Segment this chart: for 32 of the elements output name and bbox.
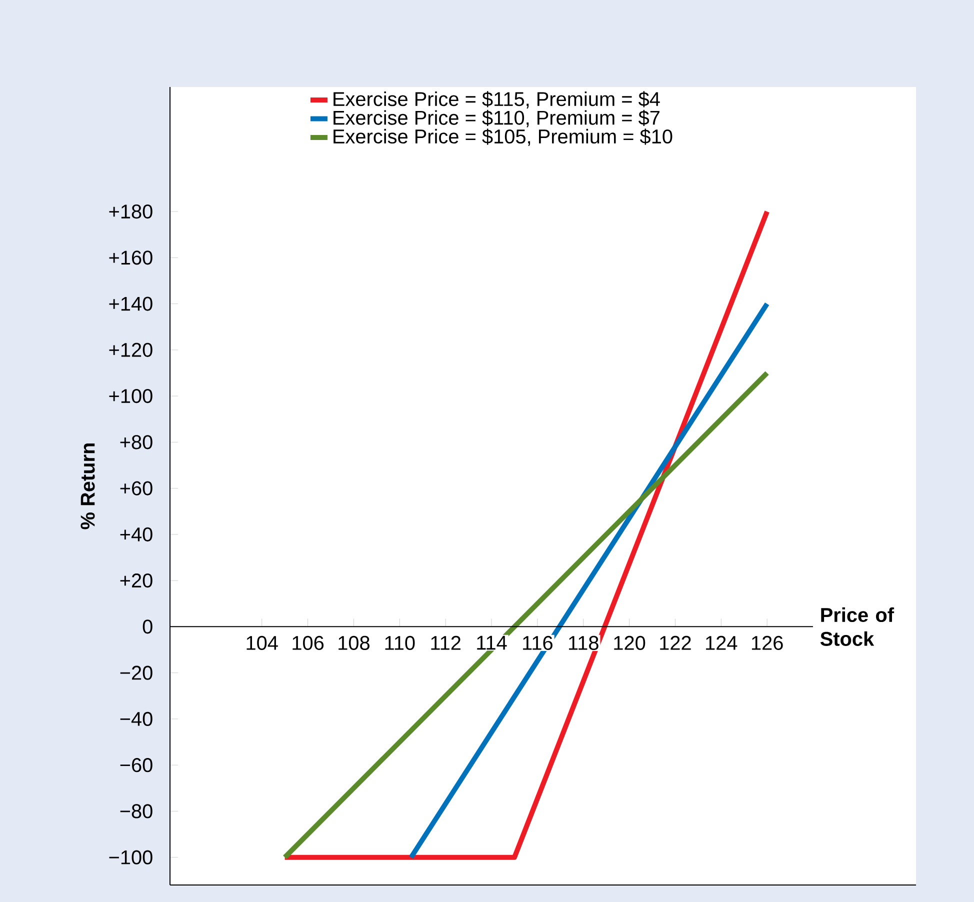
x-tick-label: 116 <box>523 636 552 650</box>
legend-label: Exercise Price = $110, Premium = $7 <box>334 110 660 128</box>
y-tick-label: +140 <box>109 296 152 311</box>
x-tick-label: 112 <box>431 636 460 650</box>
legend-label: Exercise Price = $105, Premium = $10 <box>334 128 672 146</box>
y-tick-label: +60 <box>120 481 152 496</box>
y-tick-label: −40 <box>120 712 152 726</box>
y-tick-label: +40 <box>120 527 152 542</box>
x-tick-label: 118 <box>568 636 598 650</box>
x-tick-label: 106 <box>292 636 324 650</box>
y-tick-label: −20 <box>120 666 152 680</box>
x-tick-label: 114 <box>477 636 507 650</box>
y-tick-label: +20 <box>120 574 152 588</box>
x-tick-label: 108 <box>338 636 370 650</box>
legend-label: Exercise Price = $115, Premium = $4 <box>334 91 660 108</box>
y-tick-label: +160 <box>109 250 152 265</box>
y-tick-label: +100 <box>109 389 152 404</box>
y-tick-label: −60 <box>120 758 152 772</box>
x-tick-label: 110 <box>385 636 415 650</box>
y-tick-label: +80 <box>120 435 152 450</box>
y-tick-label: +120 <box>109 342 152 357</box>
y-tick-label: +180 <box>109 204 152 219</box>
y-tick-label: 0 <box>142 620 152 634</box>
x-tick-label: 122 <box>660 636 691 650</box>
y-tick-label: −80 <box>120 804 152 818</box>
x-tick-label: 120 <box>614 636 646 650</box>
y-tick-label: −100 <box>109 850 152 864</box>
y-axis-title: % Return <box>80 444 95 530</box>
x-axis-title: Price of Stock <box>820 607 894 646</box>
x-tick-label: 104 <box>246 636 278 650</box>
x-tick-label: 126 <box>752 636 783 650</box>
x-tick-label: 124 <box>706 636 738 650</box>
